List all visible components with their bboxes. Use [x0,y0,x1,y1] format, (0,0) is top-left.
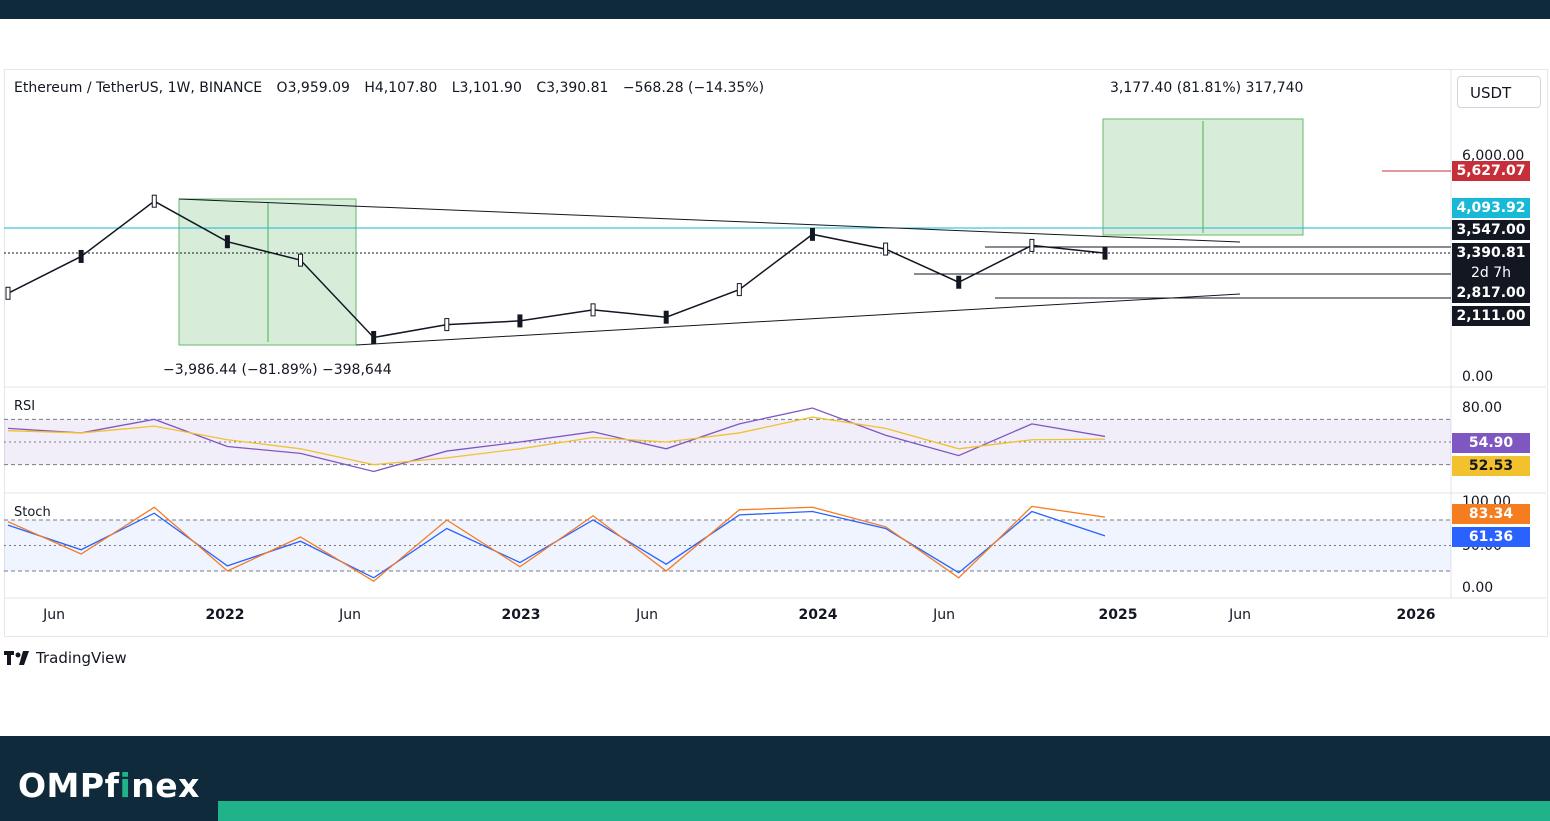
last-price-tag: 3,390.81 2d 7h [1452,243,1530,283]
x-tick-9: 2026 [1396,607,1436,623]
x-tick-5: 2024 [798,607,838,623]
target-price-tag: 5,627.07 [1452,161,1530,181]
stoch-band [4,520,1451,571]
price-candle-8 [590,303,596,317]
cyan-level-tag: 4,093.92 [1452,198,1530,218]
logo-part-3: nex [131,766,200,805]
stoch-d-tag: 61.36 [1452,527,1530,547]
price-candle-13 [956,275,962,289]
symbol-name: Ethereum / TetherUS, 1W, BINANCE [14,80,263,96]
chart-canvas[interactable] [0,0,1550,700]
low-value: L3,101.90 [451,80,522,96]
footer-accent-strip [218,801,1550,821]
price-candle-11 [809,227,815,241]
last-price: 3,390.81 [1456,245,1526,261]
stoch-k-line [7,505,1106,582]
price-axis-bottom: 0.00 [1462,369,1494,385]
price-axis-top: 6,000.00 [1462,148,1525,164]
trendline-lower [355,293,1241,346]
x-tick-0: Jun [43,607,65,623]
price-candle-0 [5,286,11,300]
stoch-k-tag: 83.34 [1452,504,1530,524]
brand-name: TradingView [36,649,127,667]
price-candle-2 [151,194,157,208]
rsi-band [4,419,1451,465]
x-tick-4: Jun [636,607,658,623]
logo-part-2: i [119,766,132,805]
x-tick-8: Jun [1229,607,1251,623]
x-tick-6: Jun [933,607,955,623]
price-candle-3 [224,235,230,249]
rsi-label[interactable]: RSI [14,399,36,414]
price-series-line [7,200,1106,339]
close-value: C3,390.81 [536,80,609,96]
x-tick-1: 2022 [205,607,245,623]
stoch-label[interactable]: Stoch [14,505,51,520]
rsi-ma-line [7,416,1106,466]
x-tick-2: Jun [339,607,361,623]
trendline-upper [178,198,1241,243]
x-tick-3: 2023 [501,607,541,623]
price-candle-15 [1102,246,1108,260]
price-candle-10 [736,283,742,297]
price-candle-4 [298,253,304,267]
price-candle-1 [78,249,84,263]
stoch-axis-bottom: 0.00 [1462,580,1494,596]
open-value: O3,959.09 [276,80,350,96]
price-candle-7 [517,314,523,328]
top-bar [0,0,1550,19]
countdown: 2d 7h [1470,265,1512,281]
high-value: H4,107.80 [364,80,438,96]
logo-part-1: OMPf [18,766,120,805]
symbol-header: Ethereum / TetherUS, 1W, BINANCE O3,959.… [14,80,774,96]
tradingview-logo-icon [4,651,29,665]
currency-button[interactable]: USDT [1457,76,1541,108]
tradingview-brand[interactable]: TradingView [4,649,127,667]
rsi-value-tag: 54.90 [1452,433,1530,453]
rsi-axis-top: 80.00 [1462,400,1503,416]
level-3-tag: 2,111.00 [1452,306,1530,326]
change-value: −568.28 (−14.35%) [622,80,765,96]
ompfinex-logo[interactable]: OMPfinex [18,766,200,805]
rsi-ma-value-tag: 52.53 [1452,456,1530,476]
chart-frame[interactable] [4,69,1548,637]
level-1-tag: 3,547.00 [1452,220,1530,240]
level-2-tag: 2,817.00 [1452,283,1530,303]
measure-up-label: 3,177.40 (81.81%) 317,740 [1110,80,1304,96]
price-candle-6 [444,318,450,332]
x-tick-7: 2025 [1098,607,1138,623]
measure-down-label: −3,986.44 (−81.89%) −398,644 [163,362,392,378]
price-candle-12 [883,242,889,256]
price-candle-9 [663,310,669,324]
price-candle-5 [371,330,377,344]
price-candle-14 [1029,238,1035,252]
